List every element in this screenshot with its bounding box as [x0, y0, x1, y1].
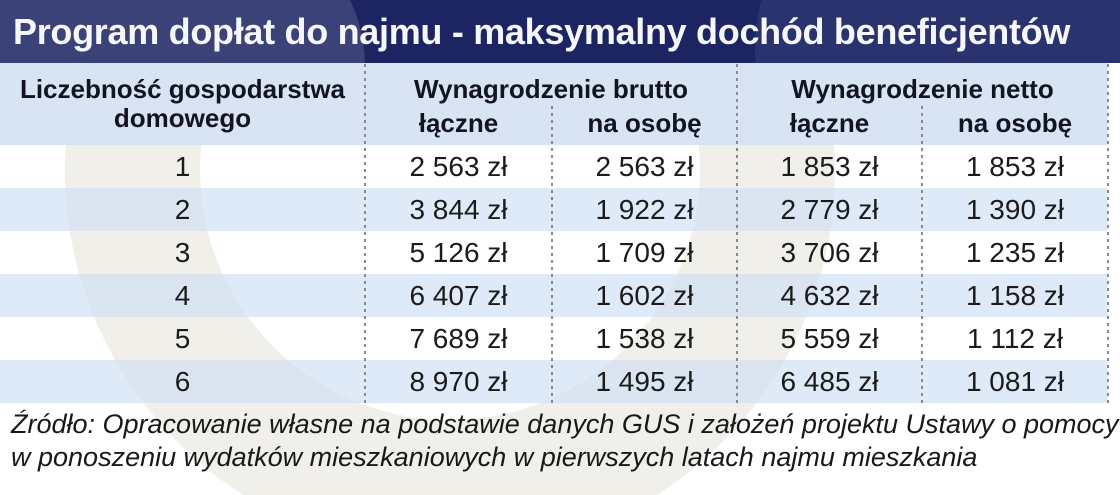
table-row: 3 5 126 zł 1 709 zł 3 706 zł 1 235 zł [0, 231, 1108, 274]
household-size-cell: 2 [174, 193, 191, 225]
brutto-total-cell: 7 689 zł [409, 322, 508, 354]
header-group-netto: Wynagrodzenie netto [791, 74, 1054, 104]
header-household-line2: domowego [113, 103, 252, 133]
netto-per-person-cell: 1 158 zł [965, 279, 1065, 311]
income-table: Liczebność gospodarstwa domowego Wynagro… [0, 63, 1108, 403]
brutto-total-cell: 5 126 zł [409, 236, 508, 268]
brutto-total-cell: 2 563 zł [409, 150, 508, 182]
netto-per-person-cell: 1 112 zł [967, 322, 1063, 354]
table-row: 1 2 563 zł 2 563 zł 1 853 zł 1 853 zł [0, 145, 1108, 188]
netto-per-person-cell: 1 081 zł [965, 365, 1065, 397]
column-divider [364, 64, 366, 403]
header-brutto-per-person: na osobę [587, 108, 702, 138]
source-line-1: Źródło: Opracowanie własne na podstawie … [11, 409, 1120, 439]
source-line-2: w ponoszeniu wydatków mieszkaniowych w p… [11, 442, 978, 472]
netto-total-cell: 4 632 zł [780, 279, 879, 311]
netto-total-cell: 6 485 zł [780, 365, 879, 397]
source-note: Źródło: Opracowanie własne na podstawie … [11, 408, 1120, 474]
column-divider [551, 106, 553, 403]
netto-per-person-cell: 1 853 zł [965, 150, 1065, 182]
column-divider [736, 64, 738, 403]
header-netto-per-person: na osobę [957, 108, 1073, 138]
netto-total-cell: 3 706 zł [780, 236, 879, 268]
table-row: 5 7 689 zł 1 538 zł 5 559 zł 1 112 zł [0, 317, 1108, 360]
brutto-total-cell: 8 970 zł [409, 365, 508, 397]
table-right-edge-divider [1107, 64, 1109, 403]
table-header: Liczebność gospodarstwa domowego Wynagro… [0, 63, 1108, 145]
table-row: 6 8 970 zł 1 495 zł 6 485 zł 1 081 zł [0, 360, 1108, 403]
table-row: 2 3 844 zł 1 922 zł 2 779 zł 1 390 zł [0, 188, 1108, 231]
brutto-per-person-cell: 1 495 zł [595, 365, 694, 397]
household-size-cell: 5 [174, 322, 191, 354]
table-row: 4 6 407 zł 1 602 zł 4 632 zł 1 158 zł [0, 274, 1108, 317]
household-size-cell: 1 [174, 150, 191, 182]
brutto-total-cell: 3 844 zł [409, 193, 508, 225]
netto-total-cell: 5 559 zł [780, 322, 879, 354]
brutto-per-person-cell: 1 922 zł [595, 193, 694, 225]
netto-per-person-cell: 1 390 zł [965, 193, 1065, 225]
brutto-total-cell: 6 407 zł [409, 279, 508, 311]
netto-total-cell: 2 779 zł [780, 193, 879, 225]
household-size-cell: 3 [174, 236, 191, 268]
header-household-line1: Liczebność gospodarstwa [19, 74, 346, 104]
household-size-cell: 4 [174, 279, 191, 311]
header-group-brutto: Wynagrodzenie brutto [414, 74, 688, 104]
netto-total-cell: 1 853 zł [780, 150, 879, 182]
header-netto-total: łączne [789, 108, 870, 138]
brutto-per-person-cell: 2 563 zł [595, 150, 694, 182]
netto-per-person-cell: 1 235 zł [965, 236, 1065, 268]
column-divider [921, 106, 923, 403]
household-size-cell: 6 [174, 365, 191, 397]
header-brutto-total: łączne [418, 108, 499, 138]
brutto-per-person-cell: 1 538 zł [595, 322, 694, 354]
title-bar: Program dopłat do najmu - maksymalny doc… [0, 0, 1120, 63]
brutto-per-person-cell: 1 602 zł [595, 279, 694, 311]
page-title: Program dopłat do najmu - maksymalny doc… [13, 11, 1071, 52]
header-household-size: Liczebność gospodarstwa domowego [0, 63, 365, 145]
titlebar-swoosh-right-icon [755, 0, 1120, 63]
brutto-per-person-cell: 1 709 zł [595, 236, 694, 268]
